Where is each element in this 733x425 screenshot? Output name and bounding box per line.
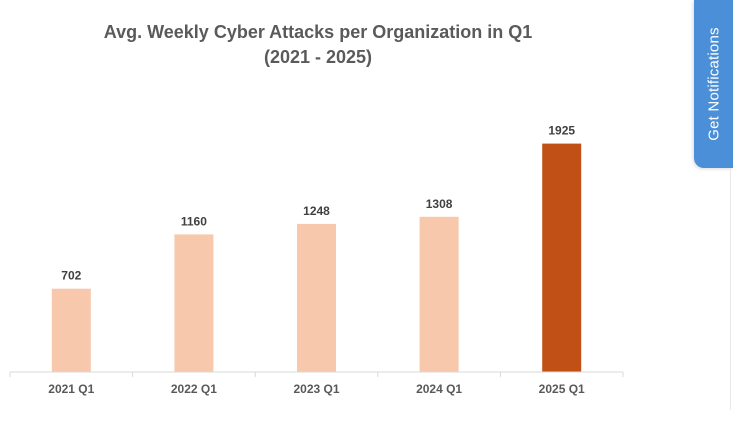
get-notifications-button[interactable]: Get Notifications	[694, 0, 733, 168]
x-tick-label: 2023 Q1	[293, 382, 339, 396]
bar-2022-q1	[174, 234, 214, 372]
bar-value-label: 1160	[181, 214, 207, 228]
get-notifications-label: Get Notifications	[705, 27, 722, 141]
x-tick-label: 2021 Q1	[48, 382, 94, 396]
bar-2025-q1	[542, 143, 582, 372]
page-bottom-band	[0, 410, 733, 425]
x-axis-labels: 2021 Q1 2022 Q1 2023 Q1 2024 Q1 2025 Q1	[48, 382, 585, 396]
chart-subtitle: (2021 - 2025)	[264, 47, 372, 67]
bar-value-label: 702	[61, 269, 81, 283]
bars-group: 702 1160 1248 1308 1925	[51, 124, 582, 372]
bar-value-label: 1248	[303, 204, 330, 218]
x-tick-label: 2025 Q1	[539, 382, 585, 396]
bar-2023-q1	[297, 223, 336, 372]
x-tick-label: 2022 Q1	[171, 382, 217, 396]
bar-value-label: 1308	[426, 197, 453, 211]
bar-value-label: 1925	[548, 124, 575, 138]
page-edge-divider	[730, 168, 731, 425]
bar-chart: Avg. Weekly Cyber Attacks per Organizati…	[9, 22, 624, 396]
bar-2024-q1	[419, 216, 459, 372]
x-tick-label: 2024 Q1	[416, 382, 462, 396]
bar-2021-q1	[51, 288, 91, 372]
chart-container: Avg. Weekly Cyber Attacks per Organizati…	[9, 22, 624, 396]
chart-title: Avg. Weekly Cyber Attacks per Organizati…	[104, 22, 532, 42]
x-axis-ticks	[9, 372, 624, 377]
